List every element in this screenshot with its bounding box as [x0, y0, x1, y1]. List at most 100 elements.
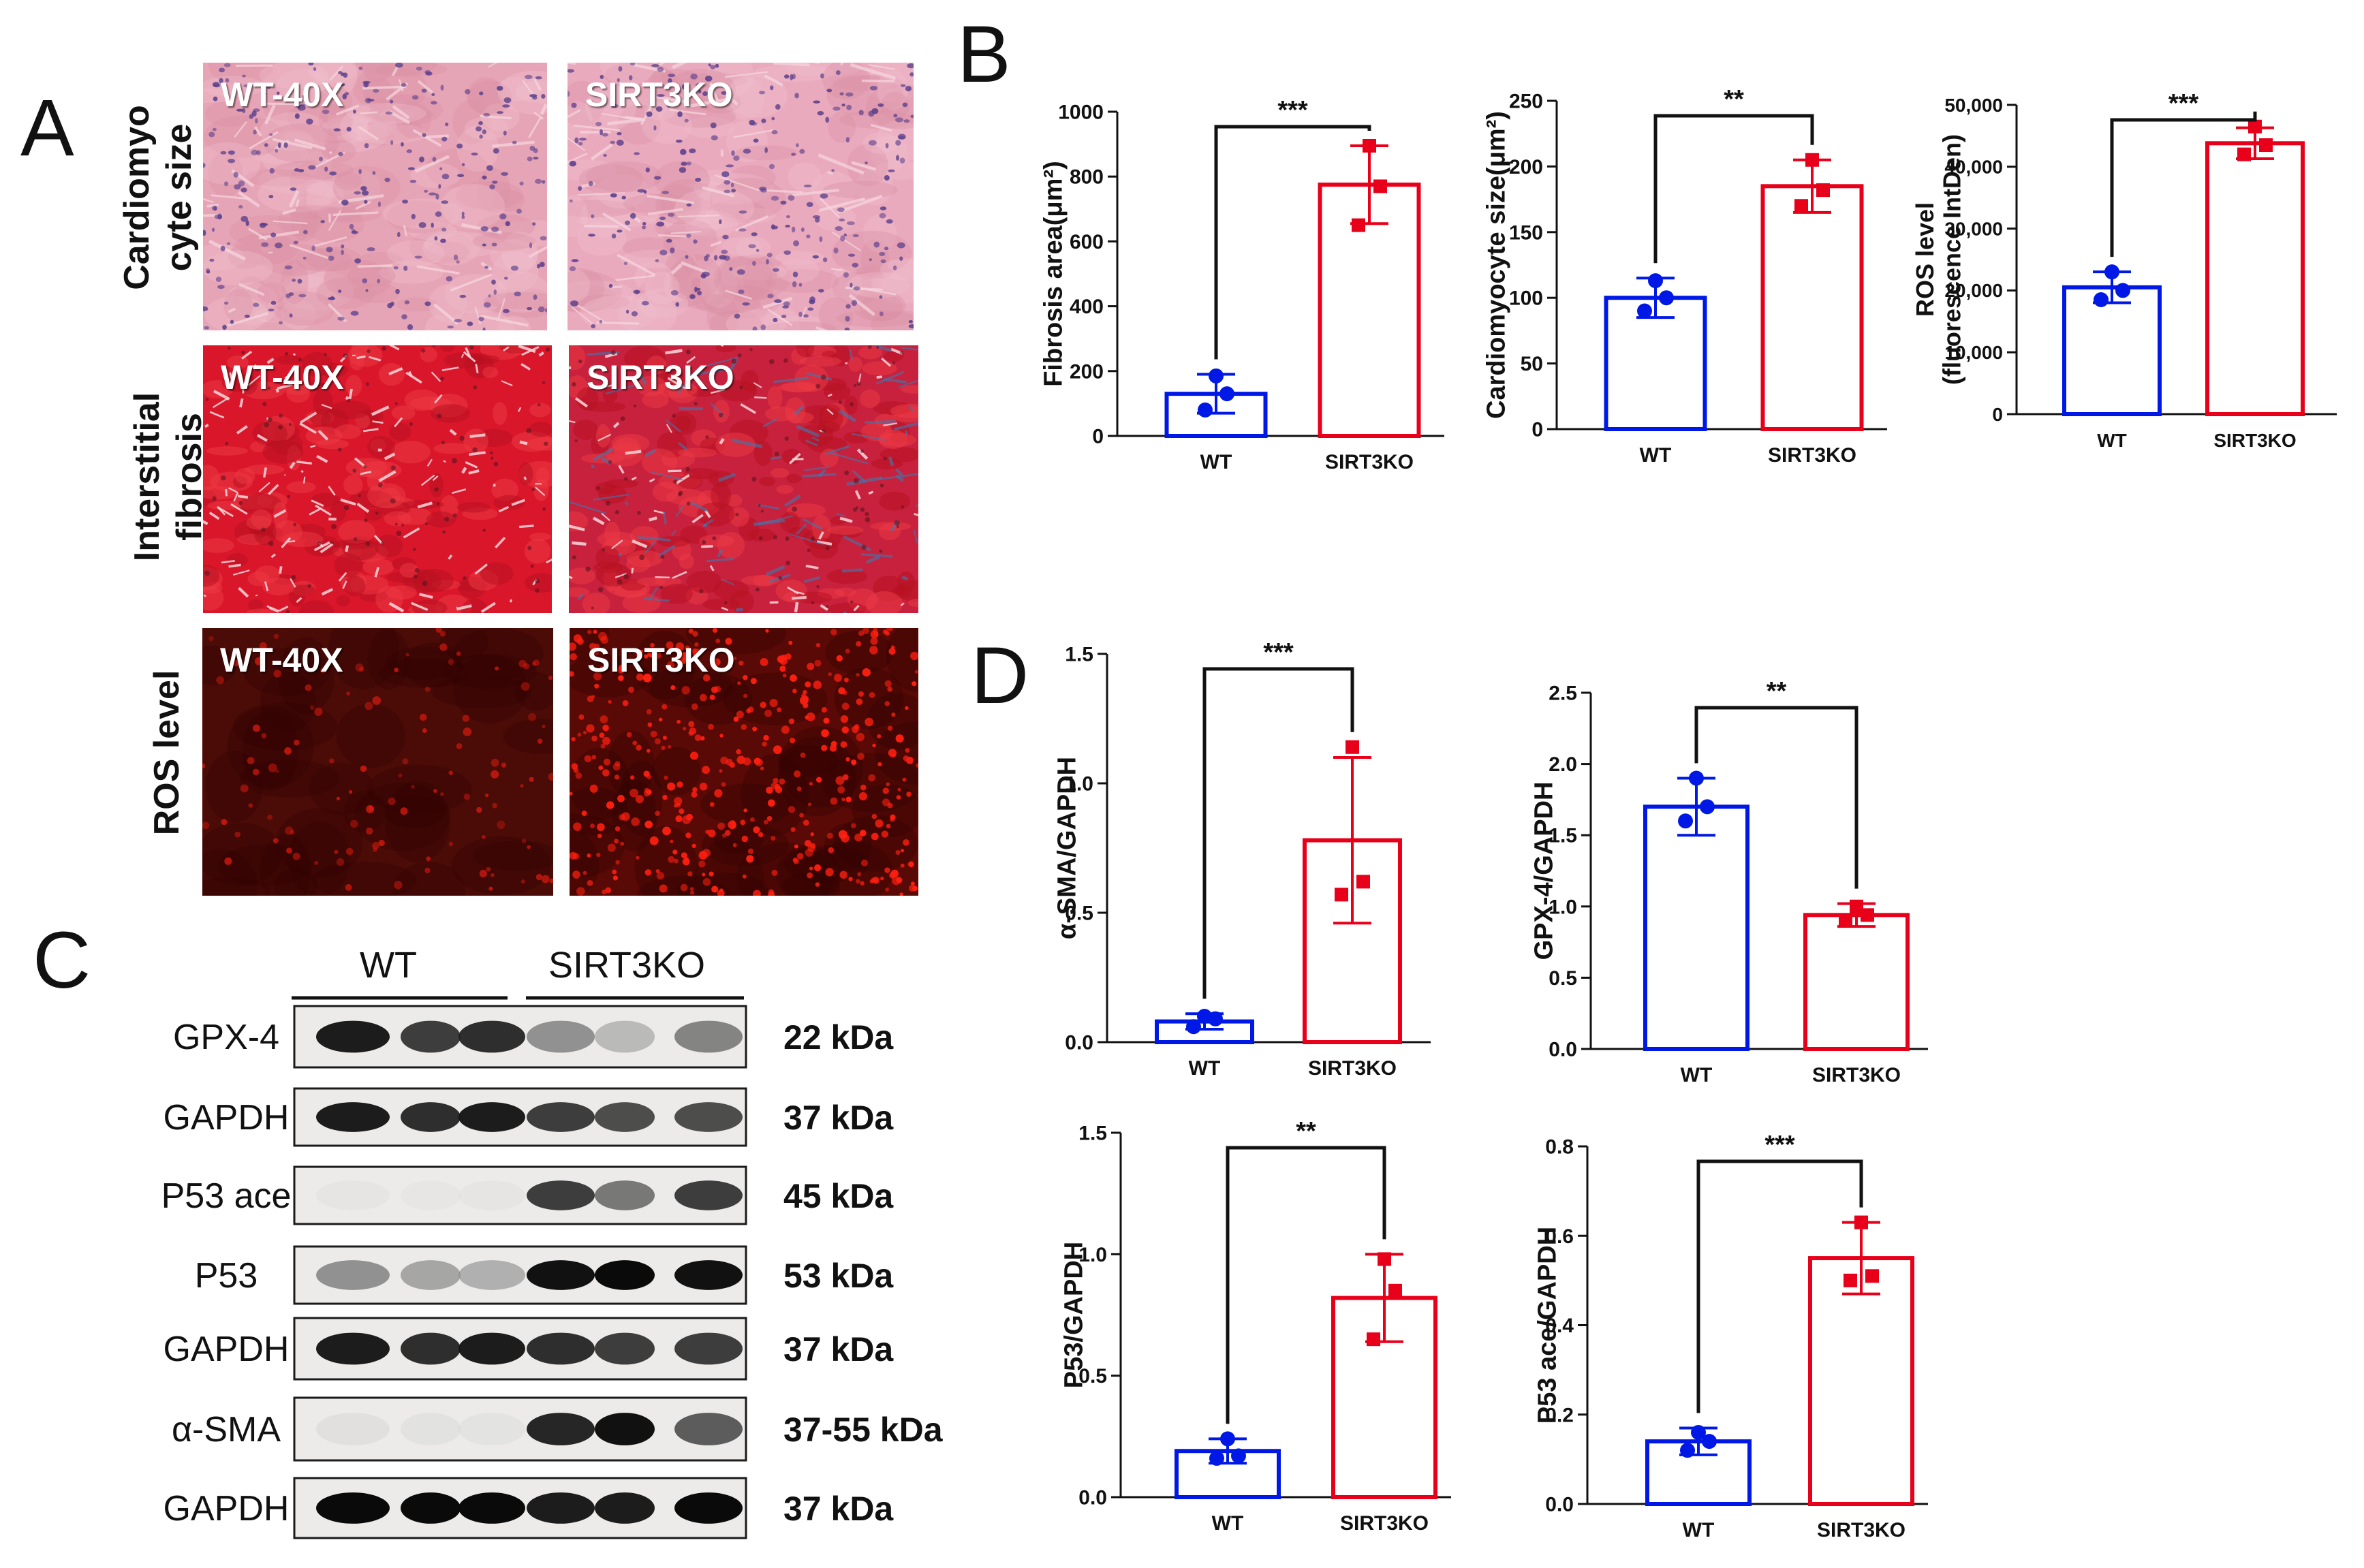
- micrograph-label: SIRT3KO: [585, 76, 733, 114]
- blot-band: [674, 1492, 743, 1524]
- y-tick-label: 10,000: [1944, 342, 2003, 363]
- y-tick-label: 250: [1509, 91, 1543, 113]
- significance-bracket: [1694, 706, 1858, 889]
- y-tick-label: 0.8: [1545, 1136, 1574, 1159]
- data-point: [1700, 799, 1715, 815]
- y-axis-label: Fibrosis area(μm²): [1039, 161, 1068, 387]
- row-label-fibrosis: Interstitial: [127, 392, 167, 562]
- bar: [1803, 913, 1910, 1052]
- y-tick-label: 1.5: [1078, 1123, 1107, 1145]
- data-point: [1678, 813, 1693, 829]
- data-point: [1702, 1434, 1717, 1449]
- blot-band: [595, 1102, 655, 1132]
- panel-letter-d: D: [971, 631, 1029, 721]
- y-tick-label: 1.0: [1549, 896, 1577, 918]
- y-tick-label: 0.0: [1549, 1039, 1577, 1061]
- micrograph-he-ko: SIRT3KO: [567, 63, 914, 330]
- blot-band: [527, 1180, 595, 1210]
- data-point: [2094, 292, 2109, 308]
- blot-protein-label: GAPDH: [164, 1098, 290, 1138]
- category-label: WT: [1212, 1512, 1244, 1535]
- blot-size-label: 37 kDa: [783, 1490, 894, 1528]
- blot-protein-label: α-SMA: [172, 1410, 281, 1449]
- blot-row: GPX-4 22 kDa: [173, 1005, 894, 1069]
- blot-band: [527, 1492, 595, 1524]
- blot-band: [527, 1102, 595, 1132]
- y-tick-label: 20,000: [1944, 280, 2003, 301]
- blot-band: [595, 1180, 655, 1210]
- data-point: [1648, 273, 1663, 289]
- category-label: WT: [1200, 451, 1232, 473]
- blot-band: [401, 1332, 461, 1365]
- blot-band: [401, 1413, 461, 1445]
- y-tick-label: 150: [1509, 221, 1543, 244]
- y-tick-label: 0.6: [1545, 1225, 1574, 1248]
- data-point: [1219, 386, 1234, 402]
- blot-membrane: [293, 1165, 747, 1225]
- blot-protein-label: GAPDH: [164, 1489, 290, 1528]
- blot-band: [401, 1260, 461, 1290]
- y-tick-label: 1.0: [1078, 1244, 1107, 1266]
- blot-size-label: 37 kDa: [783, 1099, 894, 1137]
- chart: 0.0 0.5 1.0 1.5 P53/GAPDH WT SIRT3KO **: [1059, 1117, 1451, 1535]
- blot-row: α-SMA 37-55 kDa: [172, 1396, 944, 1462]
- blot-band: [674, 1260, 743, 1290]
- category-label: SIRT3KO: [1308, 1057, 1397, 1080]
- blot-band: [674, 1102, 743, 1132]
- data-point: [1637, 303, 1652, 319]
- y-tick-label: 0.0: [1545, 1494, 1574, 1516]
- y-tick-label: 2.5: [1549, 683, 1577, 705]
- y-tick-label: 1000: [1058, 101, 1104, 124]
- y-tick-label: 100: [1509, 287, 1543, 310]
- micrograph-trichrome-ko: SIRT3KO: [569, 345, 918, 613]
- data-point: [1209, 368, 1224, 383]
- data-point: [2259, 138, 2273, 153]
- micrograph-ros-ko: SIRT3KO: [570, 628, 918, 896]
- blot-row: P53 ace 45 kDa: [161, 1165, 894, 1225]
- blot-band: [316, 1260, 390, 1290]
- data-point: [1208, 1011, 1223, 1026]
- significance-bracket: [1202, 667, 1354, 999]
- significance-stars: **: [1767, 677, 1787, 706]
- y-tick-label: 2.0: [1549, 753, 1577, 776]
- significance-stars: **: [1296, 1117, 1316, 1146]
- blot-size-label: 37-55 kDa: [783, 1411, 944, 1449]
- data-point: [1680, 1443, 1695, 1458]
- blot-band: [401, 1102, 461, 1132]
- panel-letter-b: B: [957, 10, 1011, 99]
- y-axis-label: Cardiomyocyte size(μm²): [1482, 111, 1510, 419]
- y-tick-label: 0.5: [1078, 1365, 1107, 1387]
- blot-band: [527, 1332, 595, 1365]
- significance-stars: **: [1724, 85, 1744, 114]
- significance-stars: ***: [1263, 638, 1294, 667]
- y-tick-label: 800: [1070, 166, 1104, 189]
- data-point: [1816, 183, 1830, 198]
- micrograph-ros-wt: WT-40X: [202, 628, 553, 896]
- blot-protein-label: GAPDH: [164, 1330, 290, 1369]
- blot-size-label: 45 kDa: [783, 1177, 894, 1215]
- y-tick-label: 0.5: [1065, 903, 1093, 925]
- panel-a-row-labels: Cardiomyo cyte size Interstitial fibrosi…: [117, 105, 209, 835]
- data-point: [1198, 402, 1213, 418]
- y-tick-label: 30,000: [1944, 218, 2003, 239]
- blot-band: [316, 1020, 390, 1053]
- y-tick-label: 1.0: [1065, 773, 1093, 796]
- blot-band: [401, 1020, 461, 1053]
- panel-letter-a: A: [20, 83, 74, 173]
- y-tick-label: 200: [1070, 360, 1104, 383]
- y-tick-label: 0.0: [1065, 1032, 1093, 1054]
- blot-size-label: 53 kDa: [783, 1257, 894, 1295]
- blot-size-label: 22 kDa: [783, 1018, 894, 1056]
- micrograph-label: WT-40X: [220, 641, 343, 679]
- significance-stars: ***: [1277, 96, 1308, 125]
- blot-band: [458, 1102, 525, 1132]
- blot-group-label-wt: WT: [360, 945, 417, 986]
- data-point: [1335, 888, 1348, 902]
- y-axis-label: GPX-4/GAPDH: [1529, 782, 1558, 960]
- blot-band: [674, 1020, 743, 1053]
- blot-row: GAPDH 37 kDa: [164, 1477, 894, 1539]
- row-label-cardiomyocyte: Cardiomyo: [117, 105, 157, 290]
- significance-stars: ***: [2168, 89, 2199, 118]
